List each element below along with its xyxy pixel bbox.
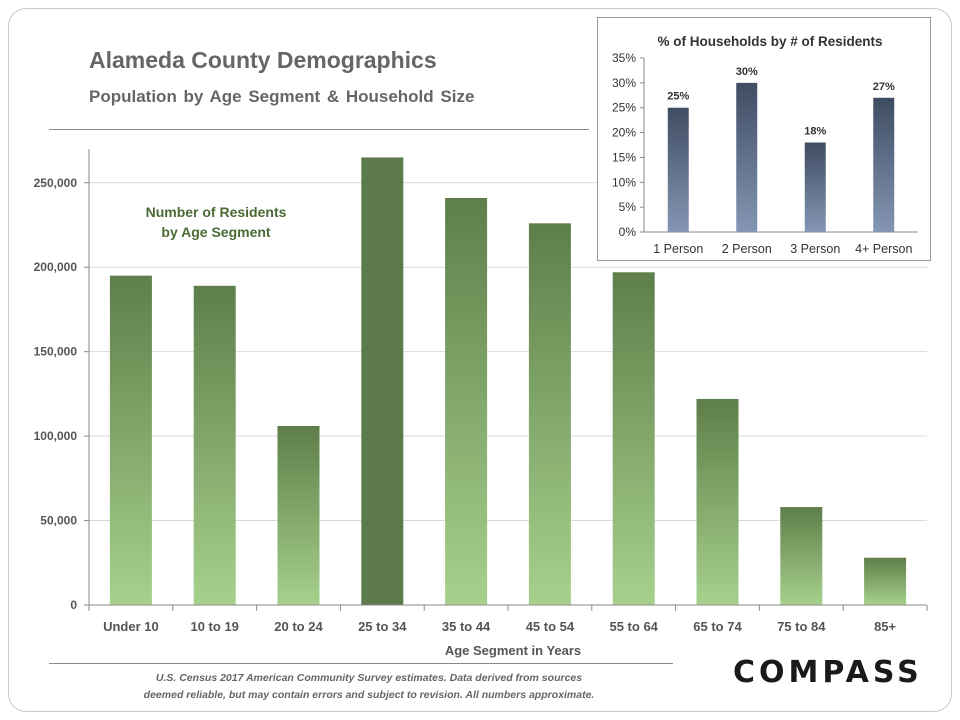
y-tick-label: 150,000 — [34, 345, 78, 359]
inset-data-label: 27% — [873, 81, 895, 93]
bar-25-to-34 — [361, 157, 404, 605]
inset-bar-2 — [736, 82, 758, 232]
compass-logo: COMPASS — [733, 655, 923, 690]
x-tick-label: 20 to 24 — [274, 619, 323, 634]
y-tick-label: 100,000 — [34, 429, 78, 443]
inset-bar-1 — [667, 107, 689, 232]
y-tick-label: 250,000 — [34, 176, 78, 190]
footnote-line-2: deemed reliable, but may contain errors … — [143, 689, 595, 701]
chart-annotation-line-2: by Age Segment — [161, 224, 271, 240]
x-tick-label: 45 to 54 — [526, 619, 575, 634]
inset-y-tick-label: 15% — [612, 150, 636, 164]
page-title: Alameda County Demographics — [89, 47, 437, 73]
inset-bar-3 — [804, 142, 826, 232]
household-size-bar-chart: % of Households by # of Residents 0% 5% 10… — [612, 34, 918, 256]
inset-x-tick-label: 2 Person — [722, 242, 772, 256]
inset-x-tick-label: 3 Person — [790, 242, 840, 256]
page-subtitle: Population by Age Segment & Household Si… — [89, 87, 475, 106]
age-segment-bar-chart: 0 50,000 100,000 150,000 200,000 250,000 Under… — [34, 149, 928, 658]
bar-75-to-84 — [780, 507, 823, 605]
inset-x-tick-label: 1 Person — [653, 242, 703, 256]
x-tick-label: 75 to 84 — [777, 619, 826, 634]
inset-y-tick-label: 0% — [619, 225, 637, 239]
bar-20-to-24 — [277, 425, 320, 605]
inset-y-tick-label: 5% — [619, 200, 637, 214]
inset-y-tick-label: 20% — [612, 126, 636, 140]
household-size-inset-chart: % of Households by # of Residents 0% 5% 10… — [597, 17, 931, 261]
footer-divider — [49, 663, 673, 664]
bar-under-10 — [109, 275, 152, 605]
bar-65-to-74 — [696, 398, 739, 605]
x-tick-label: 55 to 64 — [609, 619, 658, 634]
inset-y-tick-label: 30% — [612, 76, 636, 90]
inset-x-tick-label: 4+ Person — [855, 242, 912, 256]
inset-bar-4 — [873, 97, 895, 233]
footnote-line-1: U.S. Census 2017 American Community Surv… — [155, 672, 583, 684]
source-footnote: U.S. Census 2017 American Community Surv… — [109, 670, 629, 704]
x-tick-label: 65 to 74 — [693, 619, 742, 634]
x-tick-label: 35 to 44 — [442, 619, 491, 634]
y-tick-label: 50,000 — [40, 514, 77, 528]
inset-data-label: 30% — [736, 66, 758, 78]
y-tick-label: 0 — [70, 598, 77, 612]
x-tick-label: 10 to 19 — [190, 619, 238, 634]
inset-data-label: 18% — [804, 126, 826, 138]
chart-annotation-line-1: Number of Residents — [146, 204, 287, 220]
bar-45-to-54 — [528, 223, 571, 606]
bar-85 — [864, 557, 907, 605]
inset-chart-title: % of Households by # of Residents — [657, 34, 882, 49]
inset-data-label: 25% — [667, 91, 689, 103]
bar-10-to-19 — [193, 285, 236, 605]
y-tick-label: 200,000 — [34, 260, 78, 274]
slide-frame: Alameda County Demographics Population b… — [8, 8, 952, 712]
x-axis-title: Age Segment in Years — [445, 643, 581, 658]
x-tick-label: 25 to 34 — [358, 619, 407, 634]
inset-y-tick-label: 25% — [612, 101, 636, 115]
inset-y-tick-label: 10% — [612, 175, 636, 189]
x-tick-label: Under 10 — [103, 619, 159, 634]
inset-y-tick-label: 35% — [612, 51, 636, 65]
title-divider — [49, 129, 589, 130]
bar-35-to-44 — [445, 197, 488, 605]
x-tick-label: 85+ — [874, 619, 896, 634]
bar-55-to-64 — [612, 272, 655, 605]
